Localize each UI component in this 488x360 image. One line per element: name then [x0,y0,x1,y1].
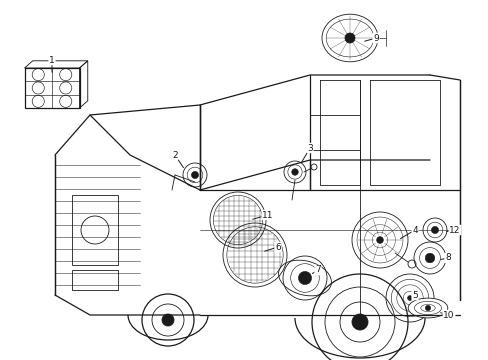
Circle shape [425,305,430,311]
Text: 3: 3 [306,144,312,153]
Text: 4: 4 [411,225,417,234]
Circle shape [298,271,311,285]
Ellipse shape [414,301,441,315]
Bar [72,270,118,290]
Circle shape [430,226,438,234]
Text: 11: 11 [262,211,273,220]
Text: 6: 6 [275,243,280,252]
Text: 1: 1 [49,55,55,64]
Circle shape [351,314,367,330]
Text: 9: 9 [372,33,378,42]
Circle shape [376,237,383,243]
Circle shape [191,171,198,179]
Text: 2: 2 [172,150,178,159]
Circle shape [291,169,298,175]
Ellipse shape [407,298,447,318]
Circle shape [162,314,174,326]
Circle shape [344,33,354,43]
Text: 10: 10 [442,310,454,320]
Ellipse shape [420,305,434,312]
Circle shape [356,217,402,263]
Circle shape [407,296,411,300]
Text: 8: 8 [444,253,450,262]
Text: 12: 12 [448,225,460,234]
Bar [24,68,80,108]
Circle shape [425,253,434,263]
Text: 5: 5 [411,291,417,300]
Text: 7: 7 [314,266,320,274]
